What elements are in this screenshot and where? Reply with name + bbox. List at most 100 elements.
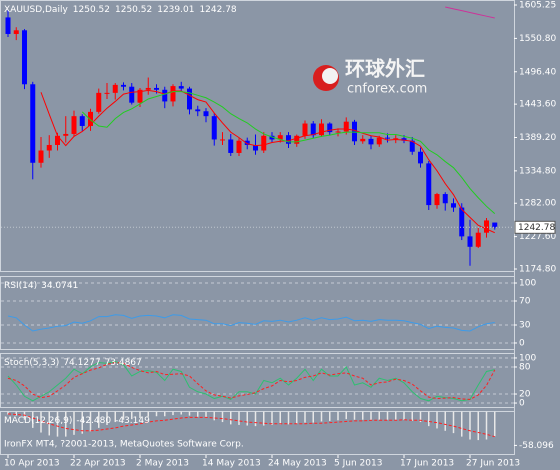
y-tick-label: 1334.80 (519, 166, 556, 176)
price-box (514, 220, 556, 234)
y-tick-label: 70 (519, 297, 531, 307)
candle-body (426, 163, 432, 206)
candle-body (211, 116, 217, 140)
candle-body (253, 144, 258, 151)
candle-body (442, 194, 448, 204)
candle-body (286, 135, 291, 144)
candle-body (71, 116, 77, 134)
y-tick-label: 1496.40 (519, 67, 556, 77)
candle-body (360, 138, 366, 142)
candle-body (63, 133, 69, 136)
ohlc-value: 1250.52 (73, 5, 110, 15)
indicator-value: 34.0741 (41, 281, 78, 291)
x-tick-label: 10 Apr 2013 (4, 459, 60, 469)
x-tick-label: 17 Jun 2013 (400, 459, 454, 469)
candle-body (484, 220, 489, 233)
candle-body (129, 86, 135, 103)
y-tick-label: 20 (519, 390, 531, 400)
candle-body (38, 150, 44, 163)
candle-body (79, 116, 85, 126)
candle-body (376, 137, 382, 145)
candle-body (22, 30, 27, 85)
copyright: IronFX MT4, ?2001-2013, MetaQuotes Softw… (4, 440, 244, 450)
candle-body (46, 144, 52, 151)
ohlc-value: 1239.01 (157, 5, 194, 15)
candle-body (277, 135, 283, 140)
indicator-title: Stoch(5,3,3) (4, 358, 59, 368)
candle-body (30, 84, 36, 163)
candle-body (385, 137, 390, 139)
x-tick-label: 2 May 2013 (136, 459, 189, 469)
candle-body (368, 138, 374, 145)
y-tick-label: 1174.80 (519, 264, 556, 274)
candle-body (13, 30, 19, 34)
candle-body (203, 111, 209, 117)
y-tick-label: 30 (519, 320, 531, 330)
y-tick-label: 1227.60 (519, 232, 556, 242)
indicator-value: -42.480 (76, 416, 111, 426)
candle-body (335, 131, 341, 133)
y-tick-label: 80 (519, 362, 531, 372)
candle-body (418, 151, 423, 164)
watermark-title: 环球外汇 (345, 57, 425, 81)
candle-body (220, 139, 225, 141)
indicator-value: -43.149 (115, 416, 150, 426)
candle-body (170, 86, 176, 102)
candle-body (96, 92, 102, 112)
candle-body (178, 86, 184, 89)
y-tick-label: -58.096 (519, 441, 554, 451)
logo (322, 68, 338, 84)
candle-body (343, 121, 349, 132)
indicator-header: RSI(14) 34.0741 (4, 281, 78, 291)
candle-body (401, 138, 407, 141)
candle-body (319, 123, 324, 136)
candle-body (145, 87, 151, 90)
y-tick-label: 1550.80 (519, 34, 556, 44)
candle-body (137, 89, 143, 103)
y-tick-label: 1389.20 (519, 133, 556, 143)
moving-average (445, 6, 495, 19)
y-tick-label: 0 (519, 399, 525, 409)
candle-body (269, 135, 275, 140)
y-tick-label: 1443.60 (519, 100, 556, 110)
candle-body (121, 84, 126, 87)
candle-body (467, 236, 473, 247)
x-tick-label: 24 May 2013 (268, 459, 327, 469)
candle-body (104, 92, 110, 94)
indicator-line (7, 314, 495, 332)
candle-body (294, 135, 300, 144)
y-tick-label: 1605.25 (519, 0, 556, 10)
indicator-title: MACD(12,26,9) (4, 416, 72, 426)
y-tick-label: 1282.00 (519, 199, 556, 209)
candle-body (434, 194, 440, 206)
moving-average (40, 89, 495, 234)
chart-header: XAUUSD,Daily 1250.52 1250.52 1239.01 1242.78 (4, 5, 237, 15)
candle-body (409, 140, 415, 152)
indicator-line (7, 361, 496, 400)
candle-body (55, 135, 60, 145)
x-tick-label: 14 May 2013 (202, 459, 261, 469)
candle-body (451, 203, 456, 208)
candle-body (261, 135, 267, 151)
x-tick-label: 22 Apr 2013 (70, 459, 126, 469)
candle-body (236, 140, 242, 153)
watermark: 环球外汇 cnforex.com (313, 57, 427, 97)
candle-body (154, 87, 159, 90)
indicator-value: 73.4867 (105, 358, 142, 368)
candle-body (459, 207, 465, 237)
candle-body (5, 17, 11, 34)
current-price: 1242.78 (518, 223, 555, 233)
y-tick-label: 100 (519, 279, 536, 289)
candle-body (88, 111, 93, 126)
y-tick-label: 0 (519, 338, 525, 348)
candle-body (187, 88, 192, 110)
candle-body (327, 123, 333, 133)
indicator-header: Stoch(5,3,3) 74.1277 73.4867 (4, 358, 142, 368)
candle-body (475, 232, 481, 247)
watermark-subtitle: cnforex.com (347, 82, 427, 97)
signal-line (7, 413, 495, 438)
indicator-header: MACD(12,26,9) -42.480 -43.149 (4, 416, 150, 426)
